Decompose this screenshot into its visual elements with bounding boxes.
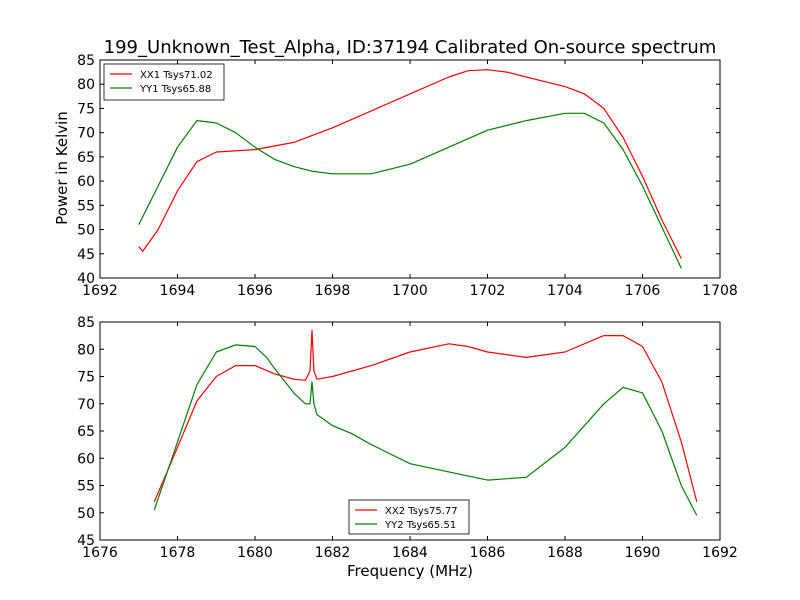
y-tick-label: 50 bbox=[77, 223, 95, 239]
y-tick-label: 60 bbox=[77, 451, 95, 467]
x-tick-label: 1678 bbox=[160, 545, 196, 561]
x-tick-label: 1684 bbox=[392, 545, 428, 561]
top-plot-area: 1692 1694 1696 1698 1700 1702 1704 1706 1708 40 45… bbox=[77, 53, 738, 299]
x-tick-label: 1692 bbox=[82, 283, 118, 299]
legend: XX1 Tsys71.02 YY1 Tsys65.88 bbox=[103, 63, 225, 101]
y-tick-label: 75 bbox=[77, 101, 95, 117]
legend-label: YY2 Tsys65.51 bbox=[384, 520, 456, 531]
y-tick-label: 65 bbox=[77, 424, 95, 440]
x-tick-label: 1692 bbox=[702, 545, 738, 561]
y-tick-label: 70 bbox=[77, 397, 95, 413]
x-tick-label: 1702 bbox=[470, 283, 506, 299]
x-tick-label: 1676 bbox=[82, 545, 118, 561]
y-tick-label: 80 bbox=[77, 342, 95, 358]
bottom-spectrum-chart: Frequency (MHz) 1676 1678 1680 1682 1684 1686… bbox=[77, 315, 738, 580]
y-tick-label: 45 bbox=[77, 247, 95, 263]
x-tick-label: 1694 bbox=[160, 283, 196, 299]
chart-title: 199_Unknown_Test_Alpha, ID:37194 Calibra… bbox=[104, 37, 717, 58]
legend-label: XX1 Tsys71.02 bbox=[140, 70, 213, 81]
x-tick-label: 1686 bbox=[470, 545, 506, 561]
y-tick-label: 85 bbox=[77, 53, 95, 69]
y-tick-label: 50 bbox=[77, 506, 95, 522]
series-line bbox=[153, 344, 698, 516]
x-tick-label: 1698 bbox=[315, 283, 351, 299]
x-tick-label: 1708 bbox=[702, 283, 738, 299]
y-axis-label: Power in Kelvin bbox=[53, 111, 71, 225]
y-tick-label: 70 bbox=[77, 126, 95, 142]
legend-box bbox=[348, 499, 470, 535]
series-line bbox=[138, 112, 682, 269]
y-tick-label: 85 bbox=[77, 315, 95, 331]
x-tick-label: 1688 bbox=[547, 545, 583, 561]
x-tick-label: 1700 bbox=[392, 283, 428, 299]
legend-label: XX2 Tsys75.77 bbox=[385, 506, 458, 517]
x-axis-label: Frequency (MHz) bbox=[347, 562, 473, 580]
y-tick-label: 40 bbox=[77, 271, 95, 287]
x-tick-label: 1682 bbox=[315, 545, 351, 561]
y-tick-label: 45 bbox=[77, 533, 95, 549]
y-tick-label: 65 bbox=[77, 150, 95, 166]
x-tick-label: 1696 bbox=[237, 283, 273, 299]
y-tick-label: 75 bbox=[77, 370, 95, 386]
legend-box bbox=[103, 63, 225, 101]
top-spectrum-chart: 199_Unknown_Test_Alpha, ID:37194 Calibra… bbox=[53, 37, 738, 299]
y-tick-label: 55 bbox=[77, 479, 95, 495]
legend-label: YY1 Tsys65.88 bbox=[139, 84, 211, 95]
bottom-plot-area: 1676 1678 1680 1682 1684 1686 1688 1690 1692 45 50… bbox=[77, 315, 738, 561]
y-tick-label: 55 bbox=[77, 198, 95, 214]
series-line bbox=[138, 69, 682, 259]
y-tick-label: 80 bbox=[77, 77, 95, 93]
x-tick-label: 1680 bbox=[237, 545, 273, 561]
series-line bbox=[153, 329, 698, 503]
x-tick-label: 1690 bbox=[625, 545, 661, 561]
legend: XX2 Tsys75.77 YY2 Tsys65.51 bbox=[348, 499, 470, 535]
x-tick-label: 1706 bbox=[625, 283, 661, 299]
y-tick-label: 60 bbox=[77, 174, 95, 190]
x-tick-label: 1704 bbox=[547, 283, 583, 299]
